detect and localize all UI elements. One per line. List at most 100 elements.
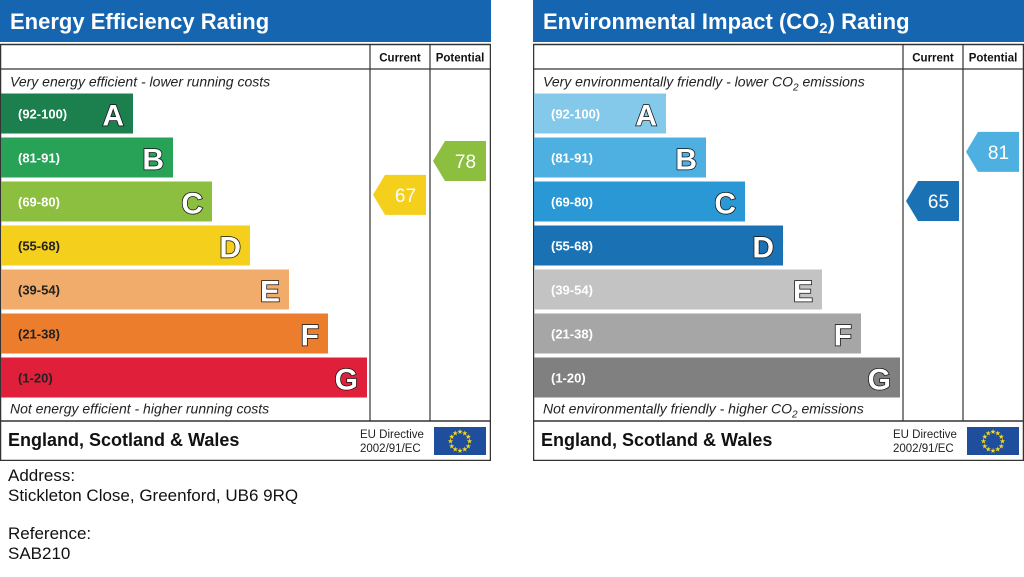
- energy-efficiency-panel: Energy Efficiency Rating Current Potential…: [0, 0, 491, 461]
- env-eu-flag-icon: [967, 427, 1019, 455]
- eer-eu-star-icon: ★: [452, 446, 458, 454]
- reference-label: Reference:: [8, 524, 92, 543]
- env-band-A: [534, 93, 666, 134]
- eer-band-range-D: (55-68): [18, 239, 60, 254]
- env-band-letter-G: G: [868, 364, 891, 397]
- env-band-letter-E: E: [793, 276, 813, 309]
- eer-band-B: [1, 137, 173, 178]
- eer-potential-score-value: 78: [455, 152, 476, 173]
- env-eu-star-icon: ★: [982, 433, 988, 441]
- env-directive-line2: 2002/91/EC: [893, 443, 954, 455]
- eer-band-letter-G: G: [335, 364, 358, 397]
- env-band-range-G: (1-20): [551, 371, 586, 386]
- env-band-range-E: (39-54): [551, 283, 593, 298]
- eer-col-potential-label: Potential: [436, 53, 485, 65]
- eer-band-letter-D: D: [219, 232, 241, 265]
- eer-title: Energy Efficiency Rating: [10, 9, 269, 34]
- eer-band-C: [1, 181, 212, 222]
- env-eu-star-icon: ★: [990, 428, 996, 436]
- address-block: Address: Stickleton Close, Greenford, UB…: [8, 466, 298, 506]
- eer-band-range-F: (21-38): [18, 327, 60, 342]
- eer-band-G: [1, 357, 367, 398]
- env-eu-star-icon: ★: [982, 442, 988, 450]
- eer-eu-star-icon: ★: [452, 429, 458, 437]
- env-band-range-A: (92-100): [551, 107, 600, 122]
- eer-band-letter-A: A: [102, 100, 124, 133]
- env-eu-star-icon: ★: [990, 447, 996, 455]
- env-eu-star-icon: ★: [980, 438, 986, 446]
- env-band-range-C: (69-80): [551, 195, 593, 210]
- eer-band-A: [1, 93, 133, 134]
- environmental-impact-chart: Environmental Impact (CO2) Rating Current…: [533, 0, 1024, 461]
- eer-eu-star-icon: ★: [466, 438, 472, 446]
- eer-band-F: [1, 313, 328, 354]
- reference-block: Reference: SAB210: [8, 524, 91, 564]
- env-band-letter-F: F: [834, 320, 852, 353]
- environmental-impact-panel: Environmental Impact (CO2) Rating Current…: [533, 0, 1024, 461]
- eer-eu-star-icon: ★: [462, 429, 468, 437]
- eer-eu-star-icon: ★: [465, 442, 471, 450]
- eer-potential-score-arrow: [433, 141, 486, 182]
- env-band-letter-B: B: [675, 144, 697, 177]
- eer-title-bar: [0, 0, 491, 42]
- env-bottom-note: Not environmentally friendly - higher CO…: [543, 401, 864, 421]
- eer-eu-star-icon: ★: [449, 442, 455, 450]
- env-band-D: [534, 225, 783, 266]
- env-top-note: Very environmentally friendly - lower CO…: [543, 74, 865, 94]
- eer-band-letter-F: F: [301, 320, 319, 353]
- eer-current-score-arrow: [373, 174, 426, 215]
- eer-eu-star-icon: ★: [465, 433, 471, 441]
- env-eu-star-icon: ★: [995, 446, 1001, 454]
- env-title: Environmental Impact (CO2) Rating: [543, 9, 910, 37]
- eer-eu-flag-icon: [434, 427, 486, 455]
- eer-eu-star-icon: ★: [462, 446, 468, 454]
- eer-directive-line2: 2002/91/EC: [360, 443, 421, 455]
- address-value: Stickleton Close, Greenford, UB6 9RQ: [8, 486, 299, 505]
- env-band-range-B: (81-91): [551, 151, 593, 166]
- eer-eu-star-icon: ★: [447, 438, 453, 446]
- env-current-score-arrow: [906, 180, 959, 221]
- env-band-letter-C: C: [714, 188, 736, 221]
- env-band-E: [534, 269, 822, 310]
- env-eu-star-icon: ★: [998, 433, 1004, 441]
- env-col-current-label: Current: [912, 53, 954, 65]
- env-band-letter-D: D: [752, 232, 774, 265]
- env-region-label: England, Scotland & Wales: [541, 430, 772, 450]
- eer-band-E: [1, 269, 289, 310]
- env-eu-star-icon: ★: [998, 442, 1004, 450]
- eer-directive-line1: EU Directive: [360, 429, 424, 441]
- eer-band-range-B: (81-91): [18, 151, 60, 166]
- address-label: Address:: [8, 466, 76, 485]
- eer-eu-star-icon: ★: [457, 428, 463, 436]
- env-band-range-F: (21-38): [551, 327, 593, 342]
- eer-band-letter-E: E: [260, 276, 280, 309]
- env-eu-star-icon: ★: [999, 438, 1005, 446]
- eer-band-letter-B: B: [142, 144, 164, 177]
- eer-band-letter-C: C: [181, 188, 203, 221]
- env-band-F: [534, 313, 861, 354]
- eer-top-note: Very energy efficient - lower running co…: [10, 74, 270, 90]
- eer-band-range-G: (1-20): [18, 371, 53, 386]
- env-title-bar: [533, 0, 1024, 42]
- eer-table-frame: [0, 43, 491, 461]
- eer-region-label: England, Scotland & Wales: [8, 430, 239, 450]
- env-band-range-D: (55-68): [551, 239, 593, 254]
- reference-value: SAB210: [8, 544, 71, 563]
- env-potential-score-value: 81: [988, 143, 1009, 164]
- env-band-B: [534, 137, 706, 178]
- env-eu-star-icon: ★: [995, 429, 1001, 437]
- eer-col-current-label: Current: [379, 53, 421, 65]
- env-potential-score-arrow: [966, 131, 1019, 172]
- eer-band-D: [1, 225, 250, 266]
- eer-band-range-E: (39-54): [18, 283, 60, 298]
- env-eu-star-icon: ★: [985, 446, 991, 454]
- env-col-potential-label: Potential: [969, 53, 1018, 65]
- eer-bottom-note: Not energy efficient - higher running co…: [10, 401, 269, 417]
- eer-band-range-C: (69-80): [18, 195, 60, 210]
- eer-eu-star-icon: ★: [449, 433, 455, 441]
- env-current-score-value: 65: [928, 192, 949, 213]
- energy-efficiency-chart: Energy Efficiency Rating Current Potential…: [0, 0, 491, 461]
- env-band-G: [534, 357, 900, 398]
- eer-band-range-A: (92-100): [18, 107, 67, 122]
- env-band-letter-A: A: [635, 100, 657, 133]
